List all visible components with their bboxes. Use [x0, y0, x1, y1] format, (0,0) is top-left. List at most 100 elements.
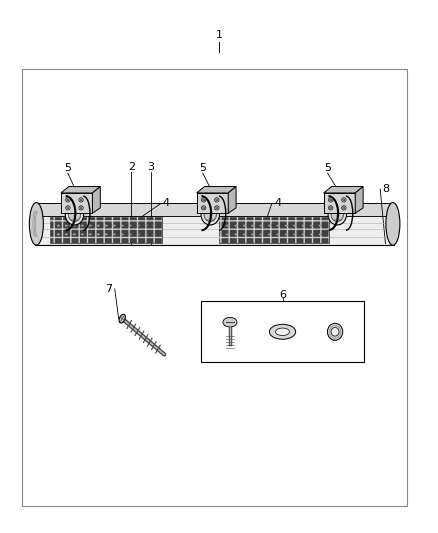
Text: 4: 4	[163, 198, 170, 207]
Polygon shape	[228, 187, 236, 213]
Polygon shape	[61, 193, 92, 213]
Ellipse shape	[66, 206, 70, 210]
Ellipse shape	[331, 327, 339, 336]
Ellipse shape	[81, 233, 84, 236]
Ellipse shape	[129, 224, 132, 227]
Ellipse shape	[202, 207, 205, 209]
Ellipse shape	[65, 224, 68, 227]
Ellipse shape	[293, 233, 297, 236]
Ellipse shape	[145, 233, 148, 236]
Text: 5: 5	[64, 163, 71, 173]
Ellipse shape	[342, 206, 346, 210]
Ellipse shape	[343, 199, 345, 201]
Ellipse shape	[215, 207, 218, 209]
Ellipse shape	[215, 199, 218, 201]
Ellipse shape	[293, 224, 297, 227]
Ellipse shape	[310, 224, 313, 227]
Ellipse shape	[137, 233, 140, 236]
Ellipse shape	[276, 224, 279, 227]
Polygon shape	[355, 187, 363, 213]
Ellipse shape	[120, 224, 124, 227]
Polygon shape	[92, 187, 100, 213]
Text: 1: 1	[215, 30, 223, 39]
Ellipse shape	[81, 224, 84, 227]
Bar	[50, 217, 162, 243]
Ellipse shape	[65, 233, 68, 236]
Ellipse shape	[105, 233, 108, 236]
Ellipse shape	[65, 205, 84, 225]
Ellipse shape	[68, 208, 81, 222]
Ellipse shape	[342, 198, 346, 202]
Ellipse shape	[234, 233, 237, 236]
Ellipse shape	[226, 233, 229, 236]
Text: 4: 4	[275, 198, 282, 207]
Ellipse shape	[328, 205, 346, 225]
Text: 8: 8	[382, 184, 389, 194]
Ellipse shape	[57, 224, 60, 227]
Ellipse shape	[215, 198, 219, 202]
Ellipse shape	[201, 205, 219, 225]
Ellipse shape	[243, 233, 246, 236]
Text: 5: 5	[199, 163, 206, 173]
Ellipse shape	[268, 224, 271, 227]
Ellipse shape	[215, 206, 219, 210]
Ellipse shape	[113, 224, 116, 227]
Text: 3: 3	[148, 163, 155, 172]
Bar	[22, 69, 407, 506]
Ellipse shape	[67, 207, 69, 209]
Ellipse shape	[331, 208, 343, 222]
Ellipse shape	[29, 203, 43, 245]
Text: 6: 6	[279, 290, 286, 300]
Ellipse shape	[234, 224, 237, 227]
Polygon shape	[197, 193, 228, 213]
Ellipse shape	[386, 203, 400, 245]
Ellipse shape	[269, 324, 296, 339]
Ellipse shape	[328, 323, 343, 341]
Ellipse shape	[67, 199, 69, 201]
Ellipse shape	[251, 233, 254, 236]
Ellipse shape	[89, 224, 92, 227]
Ellipse shape	[226, 224, 229, 227]
Ellipse shape	[137, 224, 140, 227]
Ellipse shape	[318, 233, 321, 236]
Ellipse shape	[329, 199, 332, 201]
Ellipse shape	[89, 233, 92, 236]
Ellipse shape	[73, 224, 76, 227]
Ellipse shape	[329, 207, 332, 209]
Ellipse shape	[152, 233, 155, 236]
Ellipse shape	[105, 224, 108, 227]
Ellipse shape	[97, 233, 100, 236]
Ellipse shape	[119, 314, 125, 323]
Ellipse shape	[223, 317, 237, 327]
Ellipse shape	[276, 233, 279, 236]
Polygon shape	[35, 216, 394, 245]
Ellipse shape	[260, 233, 263, 236]
Polygon shape	[61, 187, 100, 193]
Ellipse shape	[201, 198, 206, 202]
Ellipse shape	[66, 198, 70, 202]
Polygon shape	[324, 187, 363, 193]
Ellipse shape	[268, 233, 271, 236]
Ellipse shape	[57, 233, 60, 236]
Polygon shape	[197, 187, 236, 193]
Ellipse shape	[328, 206, 333, 210]
Ellipse shape	[152, 224, 155, 227]
Ellipse shape	[328, 198, 333, 202]
Text: 7: 7	[105, 284, 112, 294]
Ellipse shape	[80, 199, 82, 201]
Polygon shape	[35, 203, 394, 216]
Ellipse shape	[201, 206, 206, 210]
Ellipse shape	[73, 233, 76, 236]
Ellipse shape	[310, 233, 313, 236]
Polygon shape	[324, 193, 355, 213]
Ellipse shape	[251, 224, 254, 227]
Ellipse shape	[145, 224, 148, 227]
Bar	[219, 217, 328, 243]
Text: 5: 5	[324, 163, 331, 173]
Ellipse shape	[318, 224, 321, 227]
Ellipse shape	[302, 224, 305, 227]
Bar	[201, 301, 364, 362]
Ellipse shape	[79, 206, 83, 210]
Ellipse shape	[113, 233, 116, 236]
Ellipse shape	[243, 224, 246, 227]
